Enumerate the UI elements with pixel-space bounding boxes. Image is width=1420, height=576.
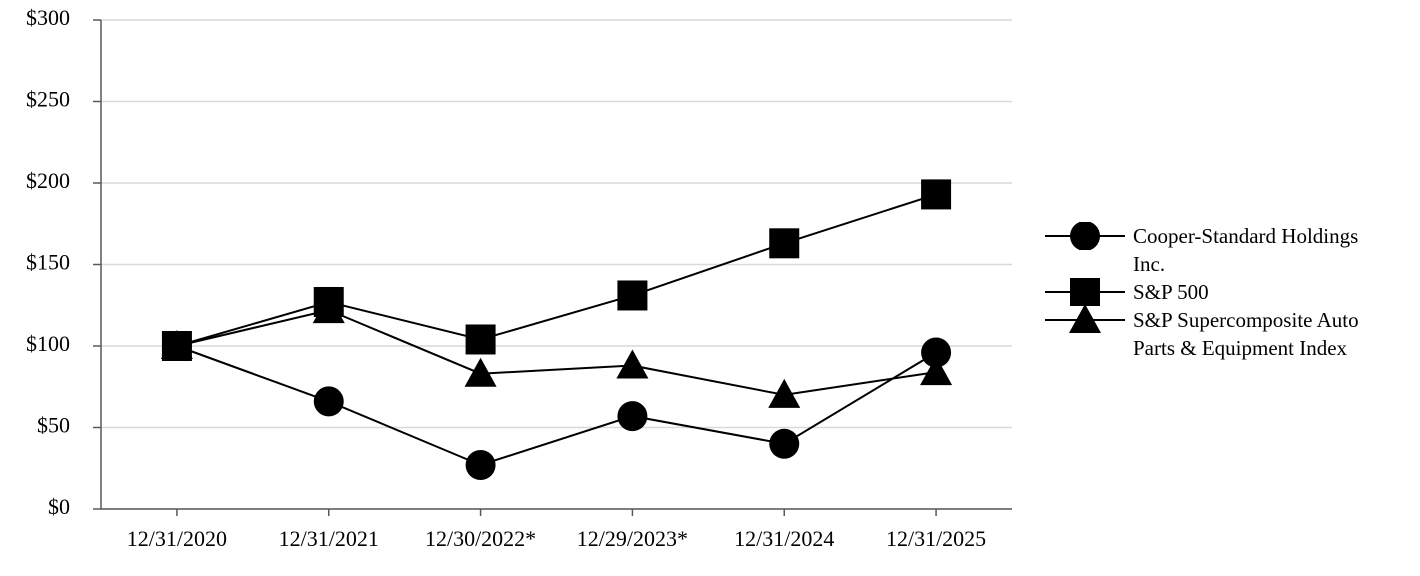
y-tick-label: $0 [48,494,70,519]
marker [465,449,496,480]
x-tick-label: 12/29/2023* [577,526,688,551]
marker [464,357,497,387]
series-line [176,345,937,467]
marker [160,330,193,359]
series-line [176,193,937,347]
marker [920,356,953,386]
y-tick-label: $150 [26,250,70,275]
legend: Cooper-Standard Holdings Inc. S&P 500 S&P … [1045,222,1393,362]
marker [921,179,952,210]
marker [769,428,800,459]
legend-item: S&P 500 [1045,278,1393,306]
marker [1069,306,1101,333]
legend-label: S&P 500 [1133,280,1209,304]
legend-label: Cooper-Standard Holdings Inc. [1133,224,1359,276]
legend-icon [1045,306,1125,333]
marker [312,294,345,324]
marker [768,378,801,408]
legend-label: S&P Supercomposite Auto Parts & Equipmen… [1133,308,1359,360]
x-tick-label: 12/31/2025 [886,526,986,551]
y-tick-label: $300 [26,5,70,30]
marker [616,349,649,379]
marker [465,324,496,355]
marker [1070,222,1100,250]
x-tick-label: 12/31/2020 [127,526,227,551]
marker [769,228,800,259]
chart: $0 $50 $100 $150 $200 $250 $300 12/31/2020 12/31… [26,5,1012,551]
x-tick-label: 12/31/2024 [734,526,834,551]
legend-icon [1045,222,1125,250]
y-tick-label: $250 [26,87,70,112]
legend-item: Cooper-Standard Holdings Inc. [1045,222,1393,278]
series-line [176,309,937,396]
y-tick-label: $100 [26,331,70,356]
legend-item: S&P Supercomposite Auto Parts & Equipmen… [1045,306,1393,362]
y-tick-label: $50 [37,413,70,438]
marker [1070,278,1100,306]
y-tick-label: $200 [26,168,70,193]
legend-icon [1045,278,1125,306]
marker [313,386,344,417]
x-tick-label: 12/31/2021 [279,526,379,551]
marker [617,280,648,311]
marker [617,401,648,432]
marker [921,337,952,368]
x-tick-label: 12/30/2022* [425,526,536,551]
